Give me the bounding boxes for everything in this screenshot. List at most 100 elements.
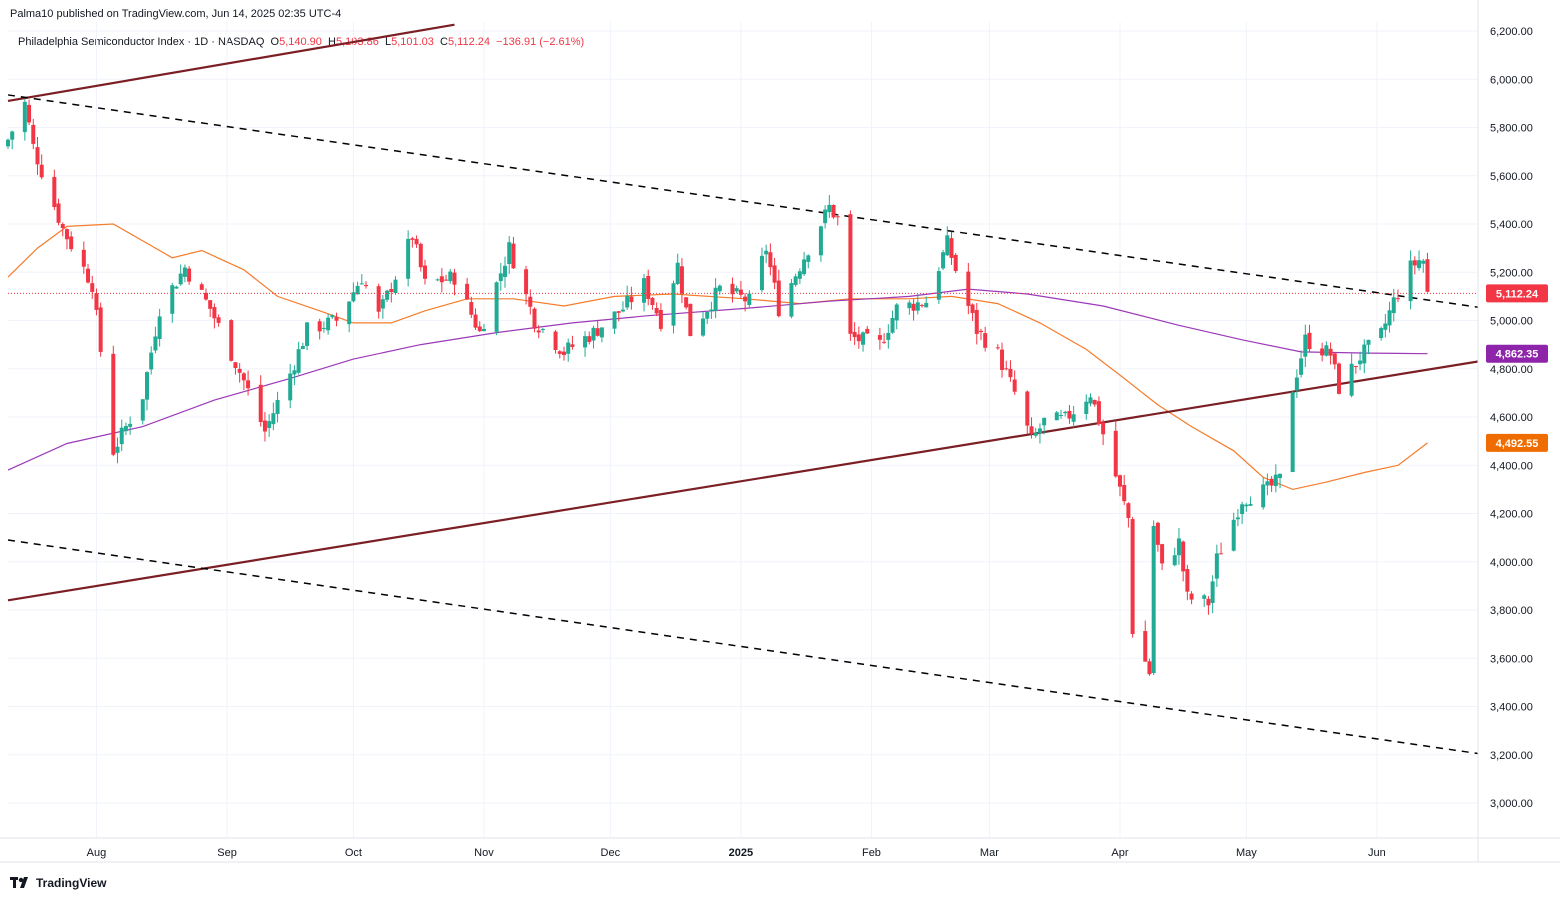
candle-body xyxy=(945,235,950,256)
upper-dashed-trendline[interactable] xyxy=(7,94,1479,308)
candle-body xyxy=(1189,593,1194,600)
candle-body xyxy=(81,249,86,267)
candle-body xyxy=(144,372,149,400)
y-tick-label: 6,000.00 xyxy=(1490,74,1533,86)
candle-body xyxy=(823,209,828,224)
ma-long-label-bg xyxy=(1486,344,1548,363)
candle-body xyxy=(321,327,326,329)
candle-body xyxy=(414,239,419,245)
candle-body xyxy=(305,322,310,346)
candle-body xyxy=(705,311,710,319)
candle-body xyxy=(583,336,588,348)
candle-body xyxy=(465,283,470,300)
candle-body xyxy=(856,334,861,342)
candle-body xyxy=(376,286,381,312)
candle-body xyxy=(69,236,74,250)
candle-body xyxy=(1054,412,1059,421)
candle-body xyxy=(894,304,899,321)
candles xyxy=(6,98,1430,676)
legend-symbol: Philadelphia Semiconductor Index · 1D · … xyxy=(18,36,265,48)
candle-body xyxy=(22,101,27,133)
candle-body xyxy=(60,224,65,229)
candle-body xyxy=(1172,555,1177,566)
candle-body xyxy=(654,307,659,314)
axes: 6,200.00 6,000.00 5,800.00 5,600.00 5,400.00… xyxy=(0,0,1560,863)
candle-body xyxy=(1025,391,1030,426)
x-tick-label: Dec xyxy=(601,847,621,859)
candle-body xyxy=(587,336,592,342)
candle-body xyxy=(1379,328,1384,339)
candle-body xyxy=(296,349,301,373)
tradingview-brand[interactable]: TradingView xyxy=(10,876,106,890)
candle-body xyxy=(730,283,735,295)
candle-body xyxy=(262,420,267,432)
candle-body xyxy=(924,302,929,308)
candle-body xyxy=(1353,365,1358,367)
candle-body xyxy=(995,347,1000,349)
candle-body xyxy=(553,331,558,350)
candle-body xyxy=(347,301,352,325)
x-tick-label: Nov xyxy=(474,847,494,859)
candle-body xyxy=(1349,363,1354,396)
candle-body xyxy=(212,307,217,319)
candle-body xyxy=(717,285,722,292)
candle-body xyxy=(1012,379,1017,392)
candle-body xyxy=(532,308,537,329)
legend-open: 5,140.90 xyxy=(279,36,322,48)
candle-body xyxy=(1008,368,1013,378)
candle-body xyxy=(507,242,512,264)
candle-body xyxy=(229,320,234,361)
candle-body xyxy=(1303,334,1308,357)
candle-body xyxy=(540,328,545,330)
candle-body xyxy=(1337,363,1342,394)
y-tick-label: 5,000.00 xyxy=(1490,316,1533,328)
candle-body xyxy=(275,399,280,414)
candle-body xyxy=(364,284,369,287)
lower-dashed-trendline[interactable] xyxy=(7,539,1479,755)
candle-body xyxy=(64,229,69,240)
candle-body xyxy=(1383,323,1388,330)
y-tick-label: 4,000.00 xyxy=(1490,557,1533,569)
candle-body xyxy=(616,311,621,313)
x-tick-label: May xyxy=(1236,847,1257,859)
y-tick-label: 3,000.00 xyxy=(1490,798,1533,810)
candle-body xyxy=(713,287,718,311)
candle-body xyxy=(119,427,124,445)
candle-body xyxy=(1391,297,1396,314)
candle-body xyxy=(1219,553,1224,555)
x-tick-label: Feb xyxy=(862,847,881,859)
candle-body xyxy=(10,131,15,140)
candle-body xyxy=(1417,260,1422,269)
legend-change: −136.91 (−2.61%) xyxy=(496,36,585,48)
candle-body xyxy=(797,271,802,279)
x-tick-label: Oct xyxy=(345,847,362,859)
candle-body xyxy=(406,238,411,279)
ma-short-label-bg xyxy=(1486,433,1548,452)
candle-body xyxy=(498,273,503,282)
candle-body xyxy=(1063,411,1068,414)
candle-body xyxy=(1269,478,1274,486)
candle-body xyxy=(743,296,748,302)
candle-body xyxy=(1231,519,1236,551)
legend-low: 5,101.03 xyxy=(391,36,434,48)
candle-body xyxy=(52,176,57,208)
candle-body xyxy=(1235,517,1240,520)
ma-long-label: 4,862.35 xyxy=(1496,349,1539,361)
candle-body xyxy=(1412,260,1417,266)
candle-body xyxy=(772,265,777,283)
candle-body xyxy=(380,299,385,309)
last-price-label: 5,112.24 xyxy=(1496,288,1539,300)
candle-body xyxy=(246,380,251,389)
candle-body xyxy=(1176,538,1181,556)
candle-body xyxy=(1421,260,1426,264)
candle-body xyxy=(6,139,10,147)
candle-body xyxy=(351,292,356,302)
candle-body xyxy=(818,226,823,256)
upper-solid-trendline[interactable] xyxy=(7,23,455,103)
tradingview-logo-icon xyxy=(10,877,28,888)
candle-body xyxy=(1278,473,1283,479)
candle-body xyxy=(128,423,133,427)
trendlines[interactable] xyxy=(7,23,1479,755)
lower-solid-trendline[interactable] xyxy=(7,360,1479,602)
